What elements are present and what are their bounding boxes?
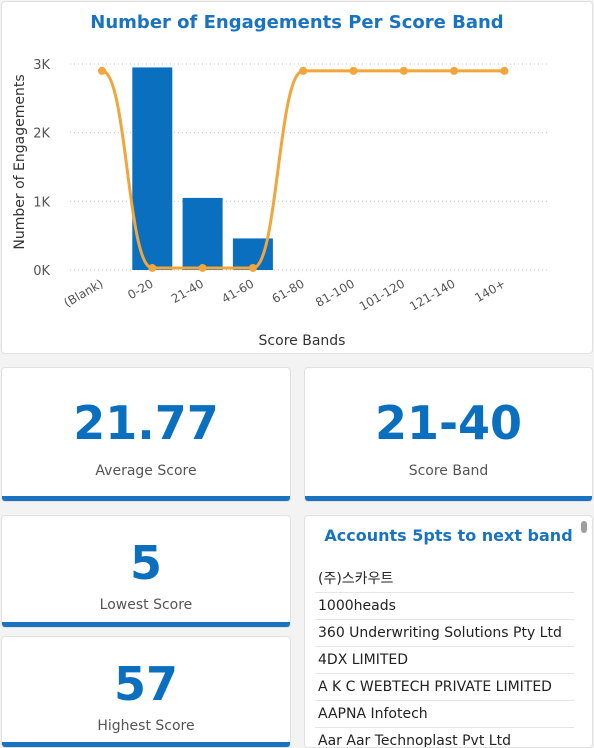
list-item[interactable]: 1000heads <box>315 593 574 620</box>
x-tick-label: 61-80 <box>269 276 306 306</box>
accounts-list-title: Accounts 5pts to next band <box>324 526 573 545</box>
bar[interactable] <box>182 197 223 270</box>
list-item[interactable]: Aar Aar Technoplast Pvt Ltd <box>315 728 574 747</box>
lowest-score-label: Lowest Score <box>99 597 193 613</box>
line-point[interactable] <box>198 263 207 272</box>
lowest-score-value: 5 <box>129 536 162 590</box>
line-point[interactable] <box>98 66 106 75</box>
x-axis-label: Score Bands <box>259 333 346 349</box>
x-tick-label: 81-100 <box>313 276 357 309</box>
accounts-list[interactable]: (주)스카우트 1000heads 360 Underwriting Solutio… <box>315 566 574 747</box>
chart-title: Number of Engagements Per Score Band <box>90 12 504 33</box>
x-tick-label: 21-40 <box>169 276 206 306</box>
score-band-label: Score Band <box>408 463 489 479</box>
card-accent-bar <box>2 622 290 627</box>
y-tick-label: 3K <box>33 58 50 73</box>
score-band-card: 21-40 Score Band <box>304 367 593 502</box>
y-axis-label: Number of Engagements <box>12 74 28 249</box>
y-tick-label: 2K <box>33 127 50 142</box>
y-tick-label: 0K <box>33 264 50 279</box>
engagements-chart-card: Number of Engagements Per Score Band 0K 1… <box>1 1 593 354</box>
score-band-value: 21-40 <box>374 396 523 450</box>
list-item[interactable]: 4DX LIMITED <box>315 647 574 674</box>
accounts-list-card: Accounts 5pts to next band (주)스카우트 1000he… <box>304 515 593 748</box>
lowest-score-card: 5 Lowest Score <box>1 515 291 628</box>
card-accent-bar <box>2 742 290 747</box>
x-tick-label: 121-140 <box>407 276 457 313</box>
line-point[interactable] <box>148 263 157 272</box>
bar[interactable] <box>132 67 173 270</box>
list-item[interactable]: (주)스카우트 <box>315 566 574 593</box>
highest-score-card: 57 Highest Score <box>1 636 291 748</box>
line-point[interactable] <box>248 263 257 272</box>
line-point[interactable] <box>399 66 408 75</box>
engagements-chart: 0K 1K 2K 3K (Blank) 0-20 21-40 41-60 61-80 81-100… <box>12 58 547 349</box>
x-tick-label: 41-60 <box>219 276 256 306</box>
x-tick-label: 140+ <box>472 276 508 305</box>
highest-score-value: 57 <box>113 657 178 711</box>
average-score-card: 21.77 Average Score <box>1 367 291 502</box>
card-accent-bar <box>2 496 290 501</box>
highest-score-label: Highest Score <box>97 718 195 734</box>
list-scrollbar[interactable] <box>581 521 587 533</box>
list-item[interactable]: A K C WEBTECH PRIVATE LIMITED <box>315 674 574 701</box>
card-accent-bar <box>305 496 592 501</box>
x-tick-label: (Blank) <box>61 276 105 310</box>
y-tick-label: 1K <box>33 195 50 210</box>
series-line <box>101 69 505 270</box>
line-point[interactable] <box>500 66 509 75</box>
line-point[interactable] <box>299 66 308 75</box>
average-score-value: 21.77 <box>73 396 219 450</box>
list-item[interactable]: 360 Underwriting Solutions Pty Ltd <box>315 620 574 647</box>
line-point[interactable] <box>349 66 358 75</box>
x-tick-label: 101-120 <box>357 276 407 313</box>
line-point[interactable] <box>450 66 459 75</box>
x-tick-label: 0-20 <box>125 276 156 302</box>
list-item[interactable]: AAPNA Infotech <box>315 701 574 728</box>
average-score-label: Average Score <box>95 463 197 479</box>
